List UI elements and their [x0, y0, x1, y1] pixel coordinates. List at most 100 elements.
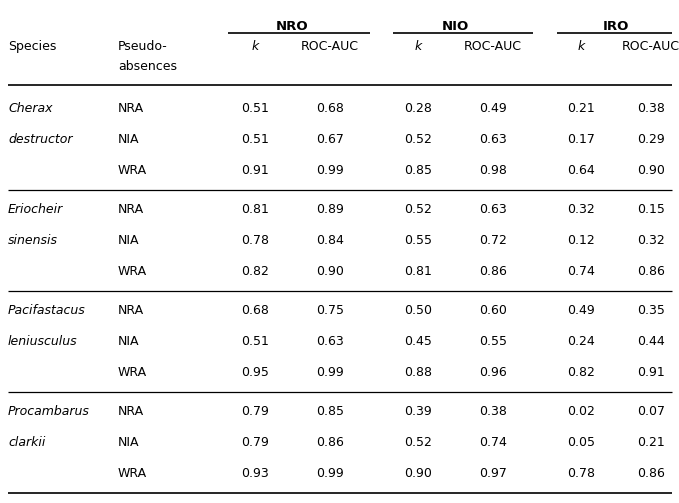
Text: 0.90: 0.90 — [316, 265, 344, 278]
Text: absences: absences — [118, 60, 177, 73]
Text: 0.28: 0.28 — [404, 102, 432, 115]
Text: 0.90: 0.90 — [404, 467, 432, 480]
Text: ROC-AUC: ROC-AUC — [301, 40, 359, 53]
Text: 0.85: 0.85 — [316, 405, 344, 418]
Text: 0.96: 0.96 — [479, 366, 507, 379]
Text: NIO: NIO — [441, 20, 469, 33]
Text: 0.74: 0.74 — [567, 265, 595, 278]
Text: ROC-AUC: ROC-AUC — [622, 40, 679, 53]
Text: 0.91: 0.91 — [637, 366, 665, 379]
Text: NRO: NRO — [276, 20, 308, 33]
Text: 0.68: 0.68 — [316, 102, 344, 115]
Text: 0.39: 0.39 — [404, 405, 432, 418]
Text: Eriocheir: Eriocheir — [8, 203, 63, 216]
Text: 0.85: 0.85 — [404, 164, 432, 177]
Text: 0.49: 0.49 — [567, 304, 595, 317]
Text: 0.45: 0.45 — [404, 335, 432, 348]
Text: 0.82: 0.82 — [567, 366, 595, 379]
Text: 0.63: 0.63 — [479, 203, 507, 216]
Text: 0.21: 0.21 — [637, 436, 665, 449]
Text: NRA: NRA — [118, 405, 144, 418]
Text: IRO: IRO — [603, 20, 629, 33]
Text: WRA: WRA — [118, 467, 147, 480]
Text: k: k — [577, 40, 585, 53]
Text: 0.98: 0.98 — [479, 164, 507, 177]
Text: 0.95: 0.95 — [241, 366, 269, 379]
Text: 0.51: 0.51 — [241, 335, 269, 348]
Text: Cherax: Cherax — [8, 102, 52, 115]
Text: 0.88: 0.88 — [404, 366, 432, 379]
Text: clarkii: clarkii — [8, 436, 45, 449]
Text: 0.15: 0.15 — [637, 203, 665, 216]
Text: 0.32: 0.32 — [567, 203, 595, 216]
Text: 0.02: 0.02 — [567, 405, 595, 418]
Text: 0.82: 0.82 — [241, 265, 269, 278]
Text: 0.91: 0.91 — [241, 164, 269, 177]
Text: NIA: NIA — [118, 133, 139, 146]
Text: 0.29: 0.29 — [637, 133, 665, 146]
Text: 0.99: 0.99 — [316, 164, 344, 177]
Text: 0.97: 0.97 — [479, 467, 507, 480]
Text: 0.05: 0.05 — [567, 436, 595, 449]
Text: Pacifastacus: Pacifastacus — [8, 304, 86, 317]
Text: 0.81: 0.81 — [404, 265, 432, 278]
Text: 0.24: 0.24 — [567, 335, 595, 348]
Text: NRA: NRA — [118, 304, 144, 317]
Text: 0.86: 0.86 — [637, 265, 665, 278]
Text: 0.84: 0.84 — [316, 234, 344, 247]
Text: destructor: destructor — [8, 133, 73, 146]
Text: WRA: WRA — [118, 366, 147, 379]
Text: 0.63: 0.63 — [316, 335, 344, 348]
Text: NIA: NIA — [118, 234, 139, 247]
Text: 0.79: 0.79 — [241, 405, 269, 418]
Text: 0.90: 0.90 — [637, 164, 665, 177]
Text: k: k — [251, 40, 259, 53]
Text: 0.60: 0.60 — [479, 304, 507, 317]
Text: 0.38: 0.38 — [479, 405, 507, 418]
Text: Pseudo-: Pseudo- — [118, 40, 168, 53]
Text: 0.67: 0.67 — [316, 133, 344, 146]
Text: 0.64: 0.64 — [567, 164, 595, 177]
Text: 0.99: 0.99 — [316, 366, 344, 379]
Text: 0.81: 0.81 — [241, 203, 269, 216]
Text: Procambarus: Procambarus — [8, 405, 90, 418]
Text: 0.44: 0.44 — [637, 335, 665, 348]
Text: 0.17: 0.17 — [567, 133, 595, 146]
Text: 0.35: 0.35 — [637, 304, 665, 317]
Text: 0.55: 0.55 — [479, 335, 507, 348]
Text: 0.52: 0.52 — [404, 436, 432, 449]
Text: 0.50: 0.50 — [404, 304, 432, 317]
Text: 0.51: 0.51 — [241, 102, 269, 115]
Text: 0.79: 0.79 — [241, 436, 269, 449]
Text: 0.86: 0.86 — [479, 265, 507, 278]
Text: 0.75: 0.75 — [316, 304, 344, 317]
Text: 0.78: 0.78 — [241, 234, 269, 247]
Text: ROC-AUC: ROC-AUC — [464, 40, 522, 53]
Text: Species: Species — [8, 40, 56, 53]
Text: 0.74: 0.74 — [479, 436, 507, 449]
Text: 0.49: 0.49 — [479, 102, 507, 115]
Text: 0.21: 0.21 — [567, 102, 595, 115]
Text: 0.52: 0.52 — [404, 133, 432, 146]
Text: 0.68: 0.68 — [241, 304, 269, 317]
Text: WRA: WRA — [118, 164, 147, 177]
Text: leniusculus: leniusculus — [8, 335, 77, 348]
Text: 0.51: 0.51 — [241, 133, 269, 146]
Text: NRA: NRA — [118, 102, 144, 115]
Text: 0.72: 0.72 — [479, 234, 507, 247]
Text: 0.89: 0.89 — [316, 203, 344, 216]
Text: 0.55: 0.55 — [404, 234, 432, 247]
Text: 0.93: 0.93 — [241, 467, 269, 480]
Text: NIA: NIA — [118, 436, 139, 449]
Text: 0.78: 0.78 — [567, 467, 595, 480]
Text: 0.86: 0.86 — [316, 436, 344, 449]
Text: 0.99: 0.99 — [316, 467, 344, 480]
Text: 0.52: 0.52 — [404, 203, 432, 216]
Text: 0.12: 0.12 — [567, 234, 595, 247]
Text: 0.07: 0.07 — [637, 405, 665, 418]
Text: NRA: NRA — [118, 203, 144, 216]
Text: k: k — [414, 40, 422, 53]
Text: WRA: WRA — [118, 265, 147, 278]
Text: 0.32: 0.32 — [637, 234, 665, 247]
Text: 0.86: 0.86 — [637, 467, 665, 480]
